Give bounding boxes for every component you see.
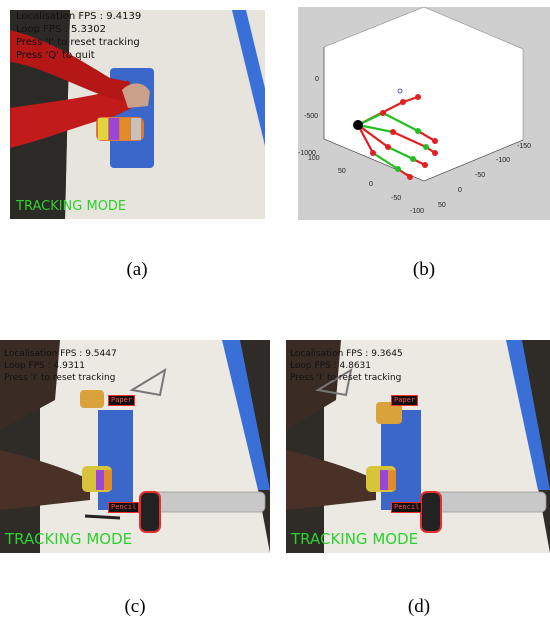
panel-a-overlay-line-1: Localisation FPS : 9.4139 (16, 11, 142, 22)
panel-d-overlay-line-3: Press 'I' to reset tracking (290, 373, 402, 383)
caption-b: (b) (412, 259, 436, 280)
panel-b-tick-r2: -50 (475, 172, 485, 179)
panel-c-overlay-line-1: Localisation FPS : 9.5447 (4, 349, 117, 359)
caption-d: (d) (407, 596, 431, 617)
panel-c-tag-paper: Paper (108, 395, 136, 406)
panel-b-tick-l1: 50 (338, 168, 346, 175)
panel-a-overlay-line-2: Loop FPS : 5.3302 (16, 24, 107, 35)
caption-a: (a) (126, 259, 148, 280)
panel-d-scene (286, 340, 550, 553)
panel-d-overlay-line-2: Loop FPS : 4.8631 (290, 361, 372, 371)
panel-a-overlay-line-3: Press 'I' to reset tracking (16, 37, 140, 48)
panel-a-photo: Localisation FPS : 9.4139 Loop FPS : 5.3… (10, 10, 265, 219)
panel-b-tick-r1: -100 (496, 157, 510, 164)
panel-b-tick-v1: -500 (304, 113, 318, 120)
panel-b-tick-r3: 0 (458, 187, 462, 194)
panel-b-tick-v0: 0 (315, 76, 319, 83)
caption-c: (c) (124, 596, 146, 617)
panel-c-overlay-line-2: Loop FPS : 4.9311 (4, 361, 86, 371)
panel-b-tick-v2: -1000 (298, 150, 316, 157)
panel-d-tag-pencil: Pencil (391, 502, 423, 513)
panel-b-tick-l3: -50 (391, 195, 401, 202)
panel-d-photo: Localisation FPS : 9.3645 Loop FPS : 4.8… (286, 340, 550, 553)
panel-b-tick-l0: 100 (308, 155, 320, 162)
panel-b-tick-l2: 0 (369, 181, 373, 188)
panel-a-overlay-line-4: Press 'Q' to quit (16, 50, 95, 61)
panel-c-tag-pencil: Pencil (108, 502, 140, 513)
panel-c-photo: Localisation FPS : 9.5447 Loop FPS : 4.9… (0, 340, 270, 553)
panel-c-scene (0, 340, 270, 553)
panel-d-tag-paper: Paper (391, 395, 419, 406)
panel-a-mode-label: TRACKING MODE (16, 199, 127, 214)
panel-b-plot-svg: 0 -500 -1000 100 50 0 -50 -100 -150 -100… (298, 7, 550, 220)
hand-joints (353, 88, 438, 180)
panel-a-scene (10, 10, 265, 219)
panel-c-overlay-line-3: Press 'I' to reset tracking (4, 373, 116, 383)
panel-d-overlay-line-1: Localisation FPS : 9.3645 (290, 349, 403, 359)
panel-c-mode-label: TRACKING MODE (5, 530, 133, 548)
panel-b-tick-r4: 50 (438, 202, 446, 209)
panel-b-3d-plot: 0 -500 -1000 100 50 0 -50 -100 -150 -100… (298, 7, 550, 220)
panel-b-tick-r0: -150 (517, 143, 531, 150)
panel-d-mode-label: TRACKING MODE (291, 530, 419, 548)
panel-b-tick-l4: -100 (410, 208, 424, 215)
